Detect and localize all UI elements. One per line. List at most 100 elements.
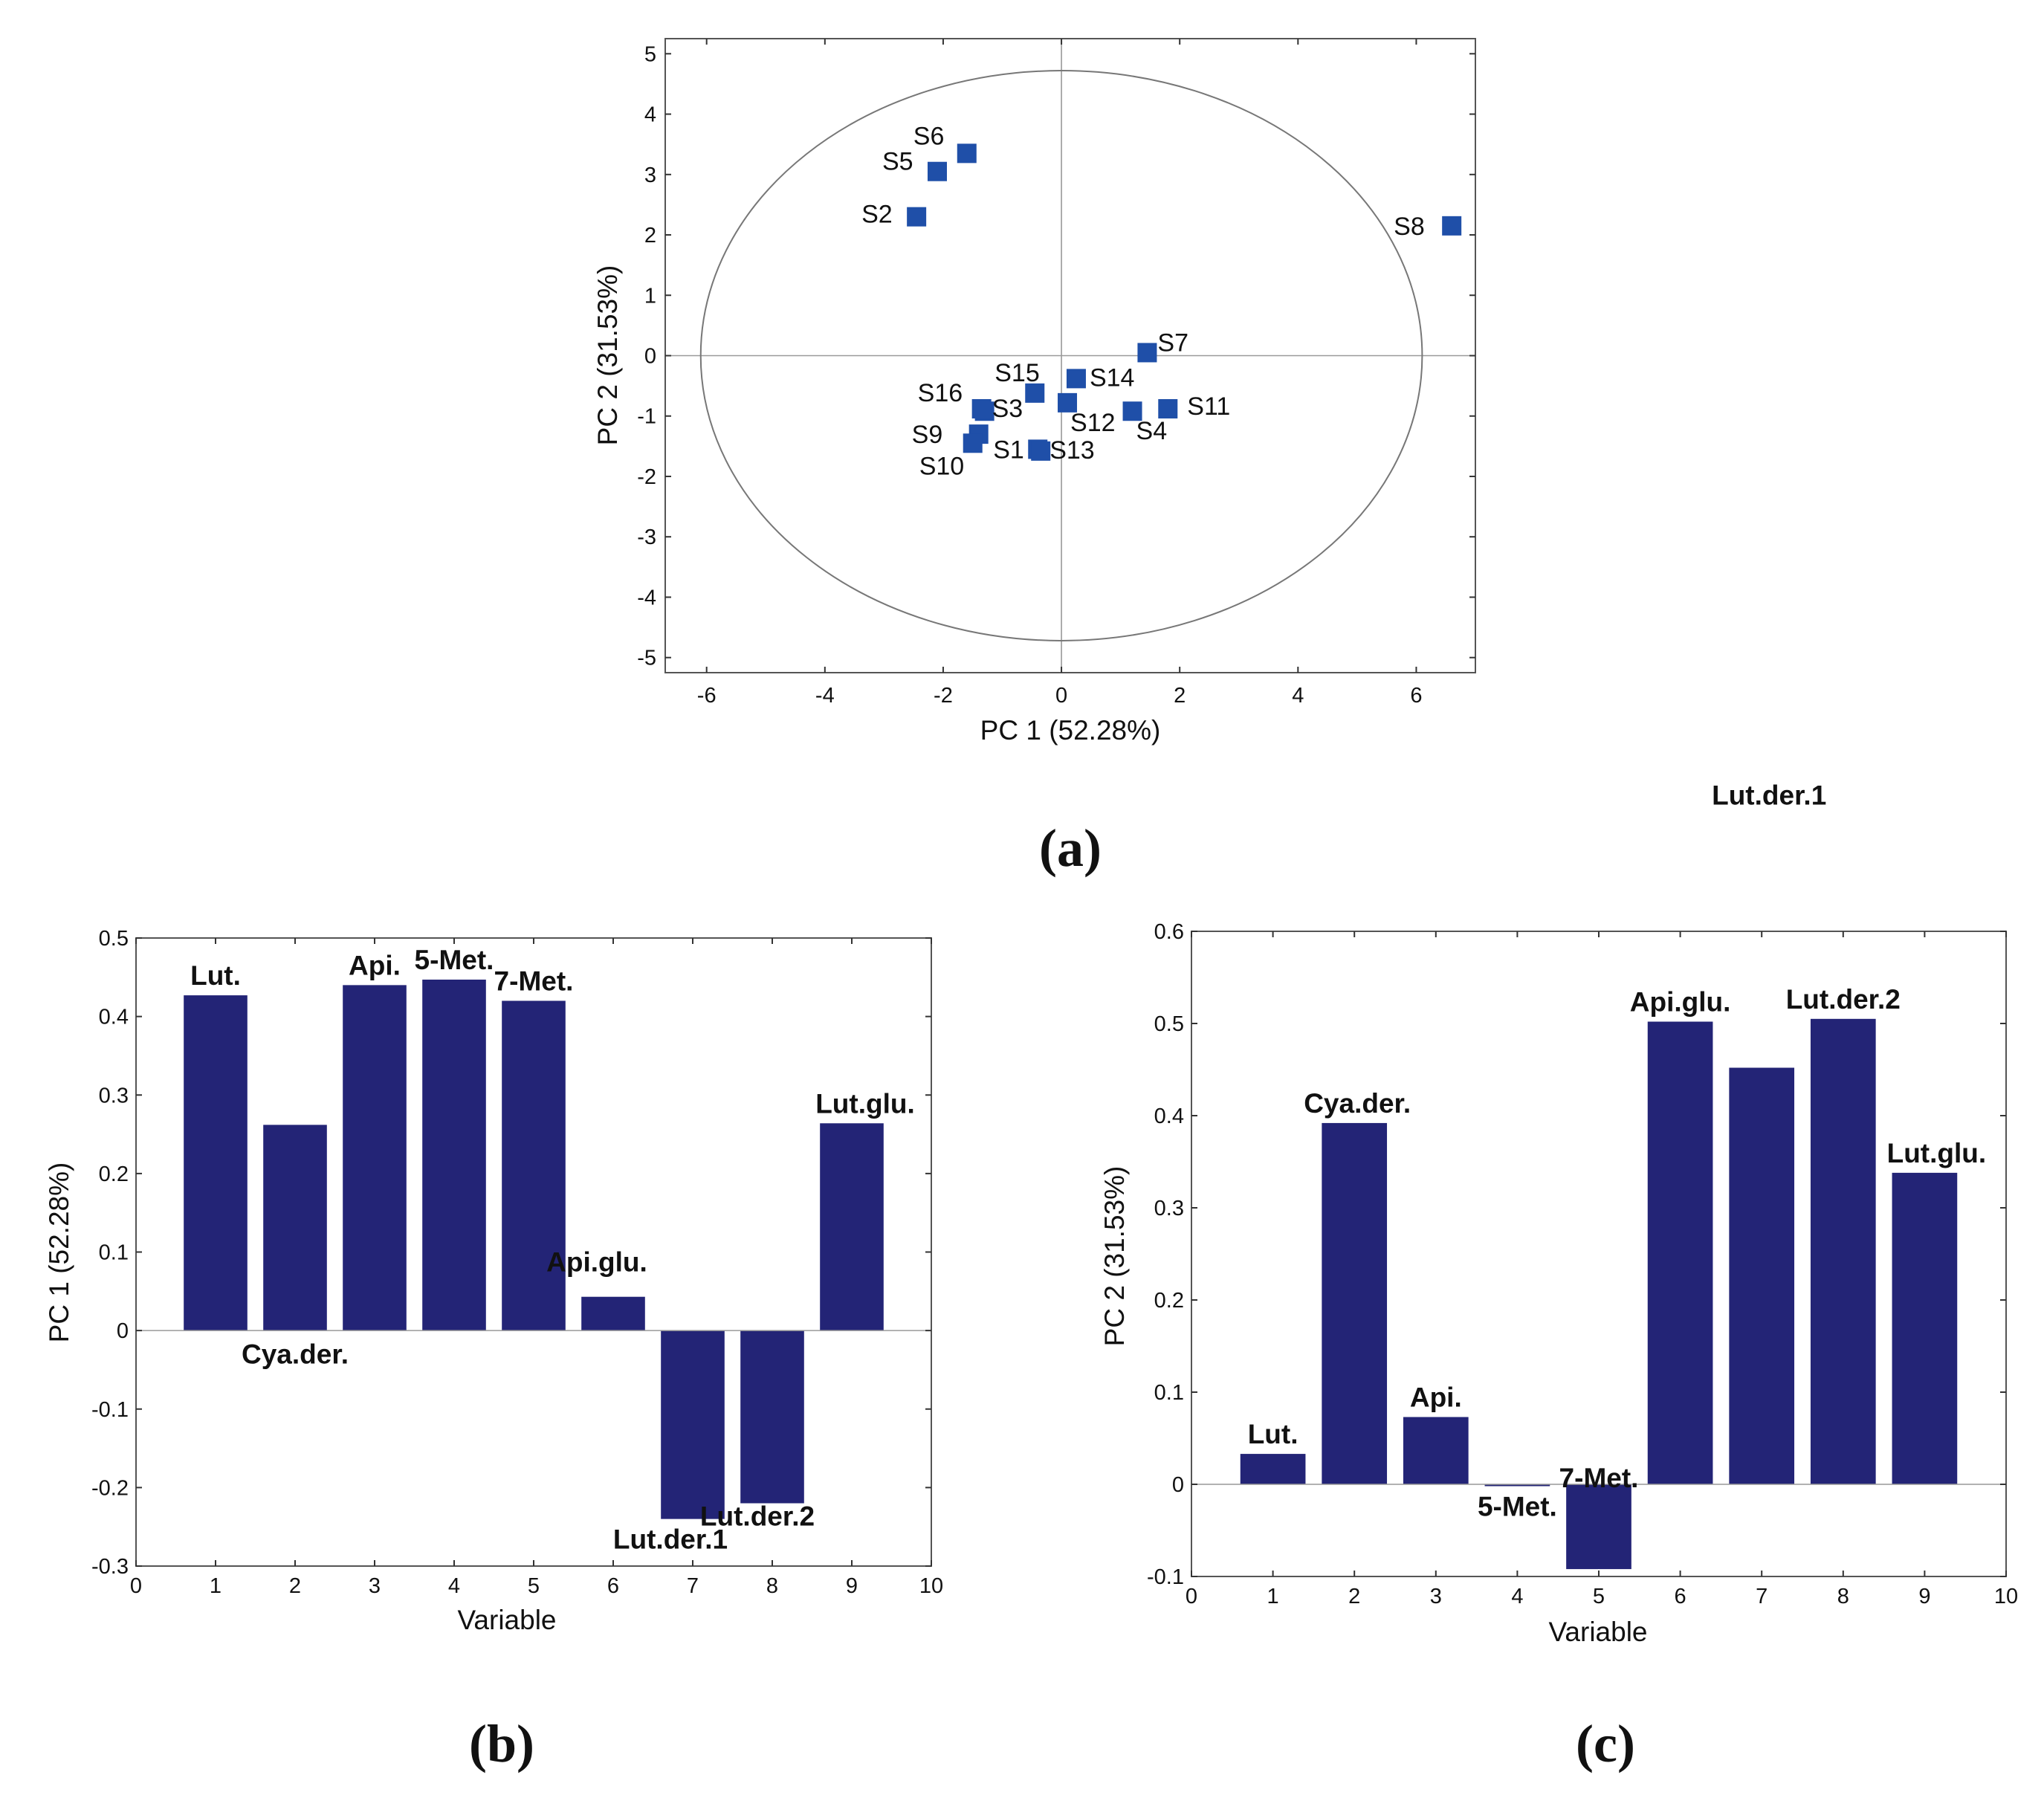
panel-a-xlabel: PC 1 (52.28%) — [980, 715, 1161, 746]
panel-a-ytick-label: -2 — [637, 465, 656, 489]
panel-a-ytick-label: 3 — [644, 164, 656, 187]
panel-c-bar-1 — [1240, 1454, 1306, 1484]
panel-a-xtick-label: 4 — [1292, 684, 1304, 708]
panel-c-bar-label-1: Lut. — [1248, 1419, 1298, 1449]
panel-c-bar-4 — [1484, 1484, 1550, 1487]
panel-a-point-marker-s2 — [907, 207, 927, 227]
panel-a-ytick-label: -1 — [637, 405, 656, 429]
panel-a-ylabel: PC 2 (31.53%) — [592, 265, 623, 446]
panel-c-xtick-label: 5 — [1593, 1585, 1605, 1608]
panel-a-point-marker-s5 — [927, 161, 947, 181]
panel-a-point-label-s3: S3 — [992, 395, 1023, 423]
panel-a-point-label-s15: S15 — [994, 359, 1040, 387]
panel-b-bar-5 — [502, 1000, 566, 1331]
panel-c-bar-labels: Lut. Cya.der. Api. 5-Met.7-Met. Api.glu. Lut.… — [1248, 780, 1986, 1522]
panel-a-point-marker-s6 — [957, 143, 977, 164]
panel-b-bar-labels: Lut. Cya.der. Api. 5-Met.7-Met. Api.glu. Lut.… — [190, 945, 915, 1555]
panel-c-ylabel: PC 2 (31.53%) — [1099, 1166, 1130, 1347]
panel-a-point-marker-s11 — [1158, 398, 1178, 418]
panel-b-bar-label-6: Api.glu. — [546, 1247, 647, 1278]
panel-c-xtick-label: 7 — [1756, 1585, 1768, 1608]
panel-a-ytick-label: 4 — [644, 103, 656, 127]
panel-a-ytick-label: -3 — [637, 525, 656, 549]
panel-a-xtick-label: 2 — [1174, 684, 1186, 708]
panel-c-bar-label-4: 5-Met. — [1478, 1491, 1557, 1521]
panel-a-ytick-label: 2 — [644, 224, 656, 248]
panel-c-ytick-label: 0.1 — [1154, 1381, 1184, 1405]
panel-b-letter: (b) — [469, 1714, 534, 1773]
panel-b-bar-4 — [422, 979, 486, 1331]
panel-c-bar-label-6: Api.glu. — [1630, 987, 1731, 1018]
panel-a-ellipse — [699, 70, 1423, 641]
panel-b-xtick-label: 4 — [448, 1574, 460, 1598]
panel-b-bar-label-1: Lut. — [190, 960, 241, 991]
panel-a-xtick-label: 0 — [1055, 684, 1067, 708]
panel-c-xtick-label: 10 — [1994, 1585, 2018, 1608]
panel-a-letter: (a) — [1039, 818, 1102, 878]
panel-a-point-label-s10: S10 — [919, 452, 965, 480]
panel-b-xtick-label: 8 — [766, 1574, 778, 1598]
panel-a-point-label-s1: S1 — [993, 436, 1024, 464]
panel-a-point-marker-s16 — [971, 398, 992, 418]
panel-a-ytick-label: -4 — [637, 586, 656, 609]
panel-a-point-marker-s14 — [1066, 369, 1086, 389]
panel-c-ticks: 0 1 2 3 4 5 6 7 8 9 10-0.100.10.20.30.40.50.6 — [1147, 920, 2018, 1608]
panel-b-bar-7 — [661, 1330, 725, 1519]
panel-c-bar-label-5: 7-Met. — [1559, 1463, 1639, 1493]
panel-c-ytick-label: 0 — [1172, 1473, 1184, 1497]
panel-a-ytick-label: -5 — [637, 647, 656, 670]
panel-b-xtick-label: 5 — [528, 1574, 540, 1598]
panel-c-bar-label-3: Api. — [1410, 1382, 1462, 1412]
panel-c-bar-label-7: Lut.der.1 — [1712, 780, 1826, 811]
panel-b-ytick-label: 0.2 — [99, 1162, 129, 1186]
panel-b-bar-6 — [581, 1296, 645, 1331]
panel-b-bar-label-9: Lut.glu. — [815, 1088, 915, 1119]
panel-b-bar-chart: 0 1 2 3 4 5 6 7 8 9 10 -0.3 -0.2 -0.1 0 0.1 0.2 0.3 0.4 0.5… — [44, 927, 943, 1773]
panel-a-ytick-label: 1 — [644, 284, 656, 308]
panel-c-xtick-label: 0 — [1186, 1585, 1197, 1608]
panel-c-xtick-label: 3 — [1430, 1585, 1442, 1608]
panel-c-xtick-label: 4 — [1511, 1585, 1523, 1608]
panel-c-xtick-label: 1 — [1267, 1585, 1279, 1608]
panel-b-xtick-label: 1 — [210, 1574, 221, 1598]
panel-c-bar-3 — [1403, 1417, 1469, 1484]
panel-a-point-marker-s8 — [1442, 216, 1462, 236]
panel-b-bar-9 — [820, 1123, 884, 1331]
panel-a-xtick-label: -4 — [815, 684, 835, 708]
panel-c-bar-9 — [1892, 1172, 1958, 1484]
panel-c-xtick-label: 2 — [1348, 1585, 1360, 1608]
panel-a-point-label-s5: S5 — [882, 148, 913, 176]
panel-c-bar-chart: 0 1 2 3 4 5 6 7 8 9 10-0.100.10.20.30.40.50.6 Lut.… — [1099, 780, 2018, 1773]
panel-b-xtick-label: 6 — [607, 1574, 619, 1598]
panel-b-ylabel: PC 1 (52.28%) — [44, 1162, 74, 1343]
panel-b-ytick-label: -0.3 — [91, 1555, 129, 1579]
panel-b-xtick-label: 3 — [369, 1574, 381, 1598]
panel-a-ticks: -6 -4 -2 0 2 4 6 -5 -4 -3 -2 -1 0 1 2 3 4 5 — [637, 39, 1475, 708]
panel-a-ytick-label: 5 — [644, 42, 656, 66]
panel-b-xtick-label: 9 — [846, 1574, 858, 1598]
panel-a-ytick-label: 0 — [644, 345, 656, 369]
panel-c-ytick-label: 0.4 — [1154, 1105, 1184, 1128]
panel-a-point-label-s6: S6 — [913, 122, 945, 150]
panel-b-ytick-label: 0.3 — [99, 1084, 129, 1107]
panel-b-bar-8 — [740, 1330, 804, 1504]
panel-a-xtick-label: -2 — [934, 684, 953, 708]
panel-b-bars — [184, 979, 884, 1519]
panel-b-ytick-label: -0.2 — [91, 1476, 129, 1500]
panel-a-confidence-ellipse — [699, 70, 1423, 641]
panel-b-bar-label-4: 5-Met. — [415, 945, 494, 975]
panel-a-point-marker-s15 — [1025, 383, 1045, 403]
panel-a-point-label-s13: S13 — [1050, 436, 1095, 465]
panel-b-xlabel: Variable — [457, 1605, 556, 1635]
panel-c-bar-label-9: Lut.glu. — [1887, 1138, 1987, 1168]
panel-a-point-marker-s10 — [963, 433, 983, 453]
panel-b-bar-label-7: Lut.der.1 — [613, 1524, 728, 1555]
panel-b-xtick-label: 7 — [687, 1574, 699, 1598]
panel-c-bars — [1240, 1018, 1958, 1570]
panel-b-ytick-label: -0.1 — [91, 1398, 129, 1422]
panel-c-xlabel: Variable — [1548, 1617, 1647, 1647]
panel-a-point-label-s16: S16 — [918, 379, 963, 407]
